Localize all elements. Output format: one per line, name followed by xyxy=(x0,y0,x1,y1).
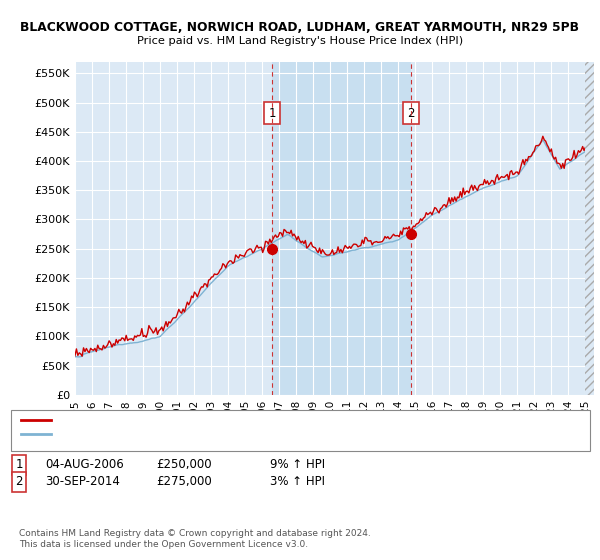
Text: HPI: Average price, detached house, North Norfolk: HPI: Average price, detached house, Nort… xyxy=(57,429,303,439)
Text: BLACKWOOD COTTAGE, NORWICH ROAD, LUDHAM, GREAT YARMOUTH, NR29 5PB: BLACKWOOD COTTAGE, NORWICH ROAD, LUDHAM,… xyxy=(20,21,580,34)
Text: Contains HM Land Registry data © Crown copyright and database right 2024.
This d: Contains HM Land Registry data © Crown c… xyxy=(19,529,371,549)
Text: 3% ↑ HPI: 3% ↑ HPI xyxy=(270,475,325,488)
Text: 04-AUG-2006: 04-AUG-2006 xyxy=(45,458,124,472)
Text: 30-SEP-2014: 30-SEP-2014 xyxy=(45,475,120,488)
Text: 2: 2 xyxy=(407,106,415,119)
Text: Price paid vs. HM Land Registry's House Price Index (HPI): Price paid vs. HM Land Registry's House … xyxy=(137,36,463,46)
Text: BLACKWOOD COTTAGE, NORWICH ROAD, LUDHAM, GREAT YARMOUTH, NR29 5PB (deta: BLACKWOOD COTTAGE, NORWICH ROAD, LUDHAM,… xyxy=(57,415,485,425)
Text: 1: 1 xyxy=(16,458,23,472)
Text: 2: 2 xyxy=(16,475,23,488)
Text: £275,000: £275,000 xyxy=(156,475,212,488)
Bar xyxy=(272,62,411,395)
Bar xyxy=(586,62,594,395)
Text: 1: 1 xyxy=(268,106,276,119)
Text: £250,000: £250,000 xyxy=(156,458,212,472)
Text: 9% ↑ HPI: 9% ↑ HPI xyxy=(270,458,325,472)
